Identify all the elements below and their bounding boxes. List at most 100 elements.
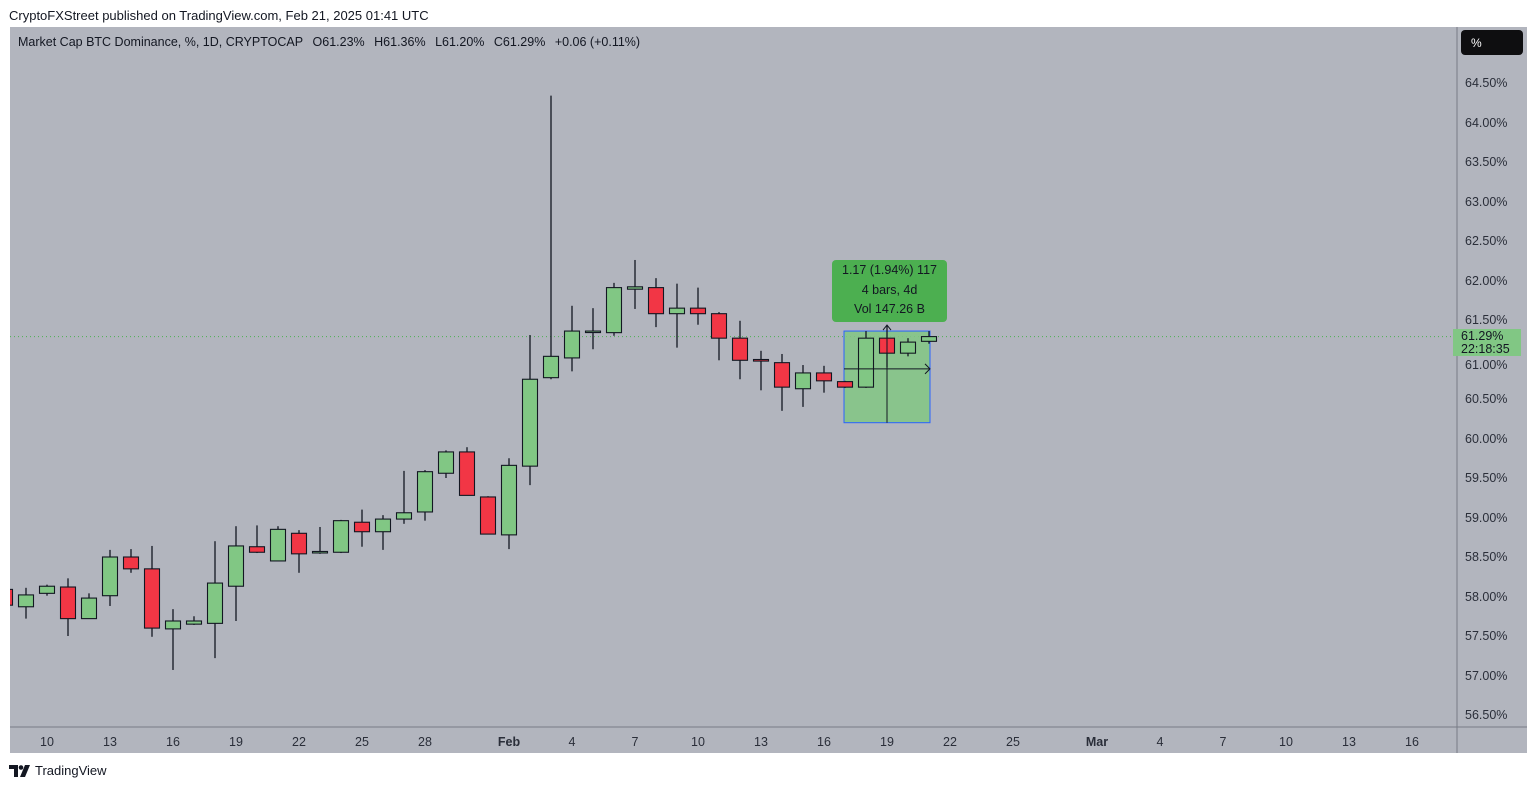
legend-change: +0.06 (+0.11%) [554, 35, 641, 49]
candle-body [752, 358, 770, 362]
legend-high: H61.36% [374, 35, 426, 49]
time-tick-label: 25 [355, 735, 369, 749]
time-tick-label: 13 [103, 735, 117, 749]
time-tick-label: Feb [497, 735, 521, 749]
candle-body [458, 451, 476, 496]
arrow-up-icon [882, 324, 892, 331]
candle-body [668, 307, 686, 315]
candle-body [689, 307, 707, 315]
time-tick-label: 4 [1156, 735, 1164, 749]
price-tick-label: 62.50% [1465, 234, 1508, 248]
candle-body [857, 337, 875, 388]
price-tick-label: 56.50% [1465, 708, 1508, 722]
candle-body [626, 286, 644, 290]
candle-body [101, 556, 119, 597]
candle-body [332, 520, 350, 553]
measure-volume: Vol 147.26 B [854, 302, 925, 316]
candle-body [479, 496, 497, 535]
price-tick-label: 61.50% [1465, 313, 1508, 327]
legend-close: C61.29% [493, 35, 546, 49]
legend-symbol[interactable]: Market Cap BTC Dominance, %, 1D, CRYPTOC… [18, 35, 304, 49]
time-tick-label: 19 [229, 735, 243, 749]
symbol-legend: Market Cap BTC Dominance, %, 1D, CRYPTOC… [18, 35, 646, 49]
candle-body [185, 620, 203, 625]
candle-body [395, 512, 413, 520]
price-tick-label: 63.50% [1465, 155, 1508, 169]
last-price-label: 61.29% 22:18:35 [1453, 329, 1521, 356]
price-tick-label: 59.00% [1465, 510, 1508, 525]
price-tick-label: 58.50% [1465, 550, 1508, 564]
time-tick-label: 16 [1405, 735, 1419, 749]
candle-body [647, 287, 665, 315]
candle-body [899, 341, 917, 354]
time-tick-label: 10 [40, 735, 54, 749]
candle-body [143, 568, 161, 629]
unit-button[interactable]: % [1461, 30, 1523, 55]
time-tick-label: 28 [418, 735, 432, 749]
price-tick-label: 60.00% [1465, 431, 1508, 446]
publish-line: CryptoFXStreet published on TradingView.… [9, 8, 429, 23]
time-tick-label: 16 [166, 735, 180, 749]
time-tick-label: 25 [1006, 735, 1020, 749]
tradingview-logo[interactable]: TradingView [9, 763, 107, 778]
last-price-value: 61.29% [1461, 329, 1504, 343]
candle-body [80, 597, 98, 620]
candle-body [248, 546, 266, 553]
candle-body [773, 362, 791, 388]
candle-body [521, 378, 539, 467]
candle-body [311, 550, 329, 554]
candle-body [122, 556, 140, 570]
bar-countdown: 22:18:35 [1461, 341, 1510, 356]
candle-body [164, 620, 182, 630]
price-tick-label: 64.50% [1465, 76, 1508, 90]
candle-body [59, 586, 77, 620]
candle-body [584, 330, 602, 334]
time-tick-label: 22 [292, 735, 306, 749]
candle-body [269, 528, 287, 562]
time-tick-label: 10 [1279, 735, 1293, 749]
candle-body [815, 372, 833, 382]
candle-body [38, 585, 56, 594]
candle-body [920, 336, 938, 342]
candle-body [227, 545, 245, 587]
time-tick-label: 7 [1219, 735, 1227, 749]
price-tick-label: 58.00% [1465, 589, 1508, 604]
candle-body [206, 582, 224, 624]
price-tick-label: 60.50% [1465, 392, 1508, 406]
price-tick-label: 57.00% [1465, 668, 1508, 683]
arrow-right-icon [924, 363, 931, 375]
time-tick-label: 13 [754, 735, 768, 749]
tradingview-logo-icon [9, 764, 30, 777]
measure-change: 1.17 (1.94%) 117 [842, 263, 937, 277]
measure-tooltip: 1.17 (1.94%) 117 4 bars, 4d Vol 147.26 B [832, 260, 947, 322]
candle-body [416, 471, 434, 513]
candle-body [10, 588, 14, 606]
candlestick-chart[interactable] [10, 27, 1527, 753]
price-tick-label: 57.50% [1465, 629, 1508, 643]
candle-body [17, 594, 35, 608]
price-tick-label: 62.00% [1465, 273, 1508, 288]
candle-body [563, 330, 581, 359]
chart-pane[interactable]: Market Cap BTC Dominance, %, 1D, CRYPTOC… [10, 27, 1527, 753]
candle-body [605, 287, 623, 334]
candle-body [794, 372, 812, 390]
time-tick-label: 7 [631, 735, 639, 749]
candle-body [290, 532, 308, 555]
price-tick-label: 59.50% [1465, 471, 1508, 485]
time-tick-label: 4 [568, 735, 576, 749]
time-tick-label: 16 [817, 735, 831, 749]
candle-body [836, 381, 854, 388]
time-tick-label: 19 [880, 735, 894, 749]
time-tick-label: Mar [1085, 735, 1109, 749]
candle-body [353, 521, 371, 533]
legend-low: L61.20% [435, 35, 485, 49]
candle-body [710, 313, 728, 339]
candle-body [731, 337, 749, 361]
measure-bars: 4 bars, 4d [861, 282, 918, 297]
price-tick-label: 61.00% [1465, 358, 1508, 372]
price-tick-label: 64.00% [1465, 115, 1508, 130]
legend-open: O61.23% [312, 35, 365, 49]
logo-text: TradingView [35, 763, 107, 778]
candle-body [374, 518, 392, 533]
time-tick-label: 22 [943, 735, 957, 749]
